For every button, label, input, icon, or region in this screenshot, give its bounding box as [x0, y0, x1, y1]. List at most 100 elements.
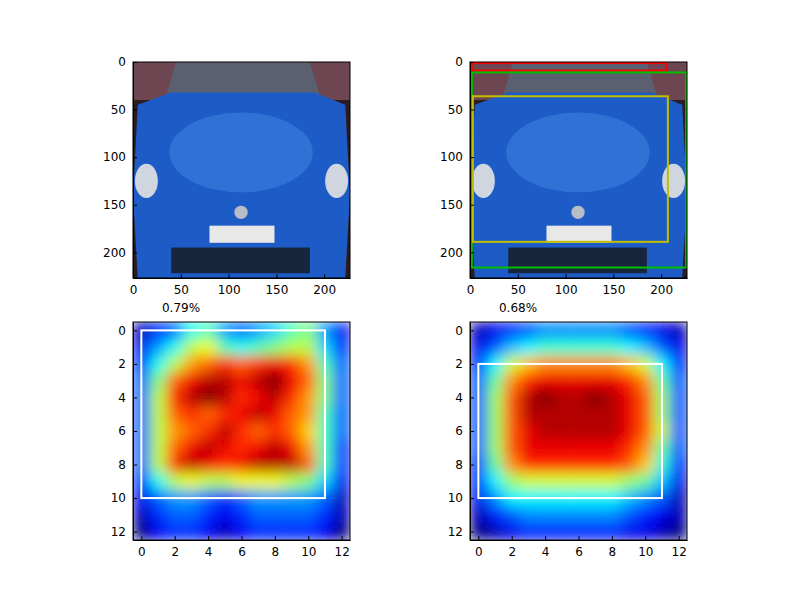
x-tick-label: 0 [475, 545, 483, 559]
heat-cell [553, 322, 570, 339]
y-tick: 200 [103, 246, 137, 260]
y-tick: 12 [448, 525, 474, 539]
x-tick-mark [679, 536, 680, 540]
x-tick: 12 [335, 536, 350, 559]
plot-area [133, 62, 350, 278]
heat-cell [300, 356, 317, 373]
heat-cell [587, 473, 604, 490]
heat-cell [637, 523, 654, 540]
x-tick-label: 150 [602, 283, 625, 297]
heat-cell [150, 473, 167, 490]
photo-logo [234, 206, 247, 219]
heat-cell [537, 506, 554, 523]
photo-plate [209, 226, 274, 243]
y-tick: 10 [111, 491, 137, 505]
heat-cell [620, 389, 637, 406]
subplot: 050100150200050100150200 [440, 55, 687, 296]
heat-cell [300, 456, 317, 473]
heat-cell [200, 389, 217, 406]
y-tick: 50 [448, 103, 474, 117]
x-axis-line [134, 540, 351, 541]
heat-cell [520, 339, 537, 356]
heat-cell [166, 389, 183, 406]
heat-cell [553, 456, 570, 473]
heat-cell [283, 356, 300, 373]
x-axis: 050100150200 [130, 274, 351, 297]
photo-logo [571, 206, 584, 219]
heat-cell [670, 439, 687, 456]
figure: 0501001502000501001502000501001502000501… [0, 0, 800, 600]
heat-cell [570, 372, 587, 389]
photo [133, 62, 350, 278]
heat-cell [166, 506, 183, 523]
x-tick-mark [275, 536, 276, 540]
heat-cell [150, 406, 167, 423]
heat-cell [216, 456, 233, 473]
y-tick-label: 6 [118, 424, 126, 438]
heatmap-cells [470, 322, 687, 540]
heat-cell [587, 372, 604, 389]
y-axis: 024681012 [111, 323, 137, 541]
heat-cell [587, 389, 604, 406]
heat-cell [604, 506, 621, 523]
heat-cell [620, 322, 637, 339]
heat-cell [283, 456, 300, 473]
heat-cell [317, 506, 334, 523]
y-tick-mark [470, 252, 474, 253]
heat-cell [267, 423, 284, 440]
x-tick: 10 [301, 536, 316, 559]
heat-cell [487, 423, 504, 440]
x-tick: 50 [511, 274, 526, 297]
x-tick-label: 2 [508, 545, 516, 559]
y-tick-label: 8 [455, 458, 463, 472]
y-tick: 150 [103, 198, 137, 212]
heat-cell [216, 356, 233, 373]
heat-cell [250, 523, 267, 540]
x-tick: 4 [542, 536, 550, 559]
heat-cell [670, 456, 687, 473]
heat-cell [637, 406, 654, 423]
heat-cell [300, 523, 317, 540]
heat-cell [537, 406, 554, 423]
subplot: 0246810120246810120.68% [448, 301, 688, 559]
x-tick-mark [661, 274, 662, 278]
heat-cell [670, 356, 687, 373]
heat-cell [200, 523, 217, 540]
heat-cell [620, 339, 637, 356]
heat-cell [620, 372, 637, 389]
y-tick: 0 [455, 324, 474, 338]
heat-cell [267, 439, 284, 456]
heat-cell [283, 423, 300, 440]
y-tick: 200 [440, 246, 474, 260]
y-tick-mark [133, 62, 137, 63]
heat-cell [267, 506, 284, 523]
x-tick-label: 12 [672, 545, 687, 559]
heat-cell [570, 439, 587, 456]
heat-cell [620, 523, 637, 540]
x-tick-label: 10 [638, 545, 653, 559]
heat-cell [604, 439, 621, 456]
heat-cell [267, 356, 284, 373]
y-tick-mark [470, 532, 474, 533]
heat-cell [216, 339, 233, 356]
y-tick-mark [133, 498, 137, 499]
heat-cell [620, 423, 637, 440]
heat-cell [150, 456, 167, 473]
x-axis-line [471, 540, 688, 541]
heat-cell [487, 506, 504, 523]
y-tick: 2 [455, 357, 474, 371]
heat-cell [250, 339, 267, 356]
y-axis: 050100150200 [440, 55, 474, 278]
heat-cell [133, 506, 150, 523]
bounding-box [472, 63, 667, 71]
heat-cell [587, 456, 604, 473]
heat-cell [604, 523, 621, 540]
heat-cell [333, 439, 350, 456]
x-tick-label: 8 [609, 545, 617, 559]
heat-cell [553, 473, 570, 490]
heat-cell [537, 372, 554, 389]
plot-area [470, 62, 687, 278]
y-tick-mark [470, 397, 474, 398]
heat-cell [487, 473, 504, 490]
heat-cell [620, 439, 637, 456]
